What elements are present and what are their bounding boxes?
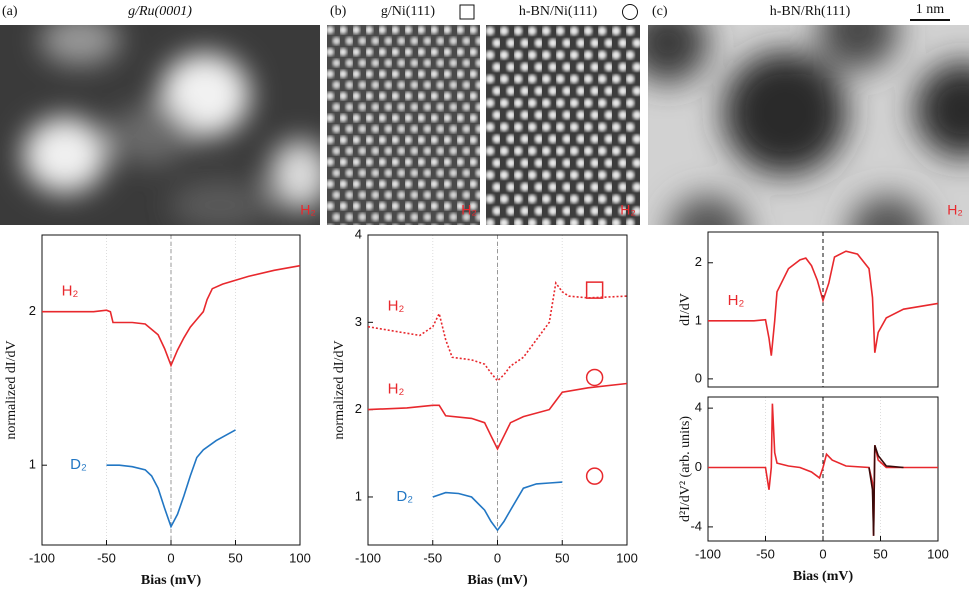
x-tick-label: 100 <box>616 550 638 565</box>
x-tick-label: -50 <box>97 550 116 565</box>
data-line <box>367 281 628 382</box>
x-tick-label: 100 <box>927 546 949 561</box>
y-tick-label: 4 <box>355 226 362 241</box>
stm-image-b2 <box>486 25 640 225</box>
x-tick-label: -100 <box>695 546 721 561</box>
stm-image-c <box>648 25 969 225</box>
y-tick-label: -4 <box>690 518 702 533</box>
y-tick-label: 2 <box>695 254 702 269</box>
y-tick-label: 0 <box>695 370 702 385</box>
stm-image-b1 <box>327 25 480 225</box>
x-tick-label: -100 <box>29 550 55 565</box>
image-label: H₂ <box>461 202 477 218</box>
image-title: h-BN/Rh(111) <box>770 4 851 19</box>
plot-frame <box>707 231 939 388</box>
x-tick-label: 0 <box>494 550 501 565</box>
panel-label: (b) <box>330 4 347 19</box>
y-tick-label: 1 <box>355 488 362 503</box>
x-tick-label: 0 <box>819 546 826 561</box>
series-marker <box>585 368 604 387</box>
data-line <box>868 444 904 536</box>
data-line <box>106 429 236 529</box>
scale-bar-label: 1 nm <box>916 2 945 17</box>
circle-symbol <box>622 4 638 20</box>
square-symbol <box>459 4 475 20</box>
panel-label: (c) <box>652 4 668 19</box>
y-tick-label: 4 <box>695 400 702 415</box>
stm-image-a <box>0 25 320 225</box>
x-tick-label: 100 <box>289 550 311 565</box>
data-line <box>708 403 938 536</box>
image-label: H₂ <box>300 202 316 218</box>
y-tick-label: 2 <box>29 303 36 318</box>
y-tick-label: 2 <box>355 401 362 416</box>
image-label: H₂ <box>620 202 636 218</box>
series-label: H₂ <box>388 298 405 315</box>
series-label: H₂ <box>62 283 79 300</box>
y-tick-label: 1 <box>695 312 702 327</box>
y-tick-label: 0 <box>695 459 702 474</box>
series-label: H₂ <box>388 381 405 398</box>
y-axis-label: d²I/dV² (arb. units) <box>678 416 693 522</box>
x-tick-label: -50 <box>756 546 775 561</box>
x-tick-label: 50 <box>228 550 242 565</box>
y-tick-label: 3 <box>355 314 362 329</box>
y-tick-label: 1 <box>29 457 36 472</box>
image-label: H₂ <box>947 202 963 218</box>
image-title: h-BN/Ni(111) <box>519 4 598 19</box>
y-axis-label: normalized dI/dV <box>332 340 347 439</box>
series-label: D₂ <box>396 488 413 505</box>
series-marker <box>585 467 604 485</box>
series-label: D₂ <box>70 456 87 473</box>
data-line <box>367 382 628 451</box>
data-line <box>708 250 939 356</box>
x-tick-label: -50 <box>423 550 442 565</box>
x-axis-label: Bias (mV) <box>467 573 528 588</box>
image-title: g/Ni(111) <box>381 4 436 19</box>
x-axis-label: Bias (mV) <box>141 573 202 588</box>
x-tick-label: 50 <box>555 550 569 565</box>
x-tick-label: -100 <box>355 550 381 565</box>
y-axis-label: normalized dI/dV <box>4 340 19 439</box>
x-tick-label: 50 <box>873 546 887 561</box>
panel-label: (a) <box>2 4 18 19</box>
y-axis-label: dI/dV <box>678 293 693 326</box>
image-title: g/Ru(0001) <box>128 4 192 19</box>
x-axis-label: Bias (mV) <box>793 569 854 584</box>
x-tick-label: 0 <box>167 550 174 565</box>
series-marker <box>585 281 604 299</box>
data-line <box>42 264 301 368</box>
data-line <box>432 481 563 532</box>
series-label: H₂ <box>728 292 745 309</box>
